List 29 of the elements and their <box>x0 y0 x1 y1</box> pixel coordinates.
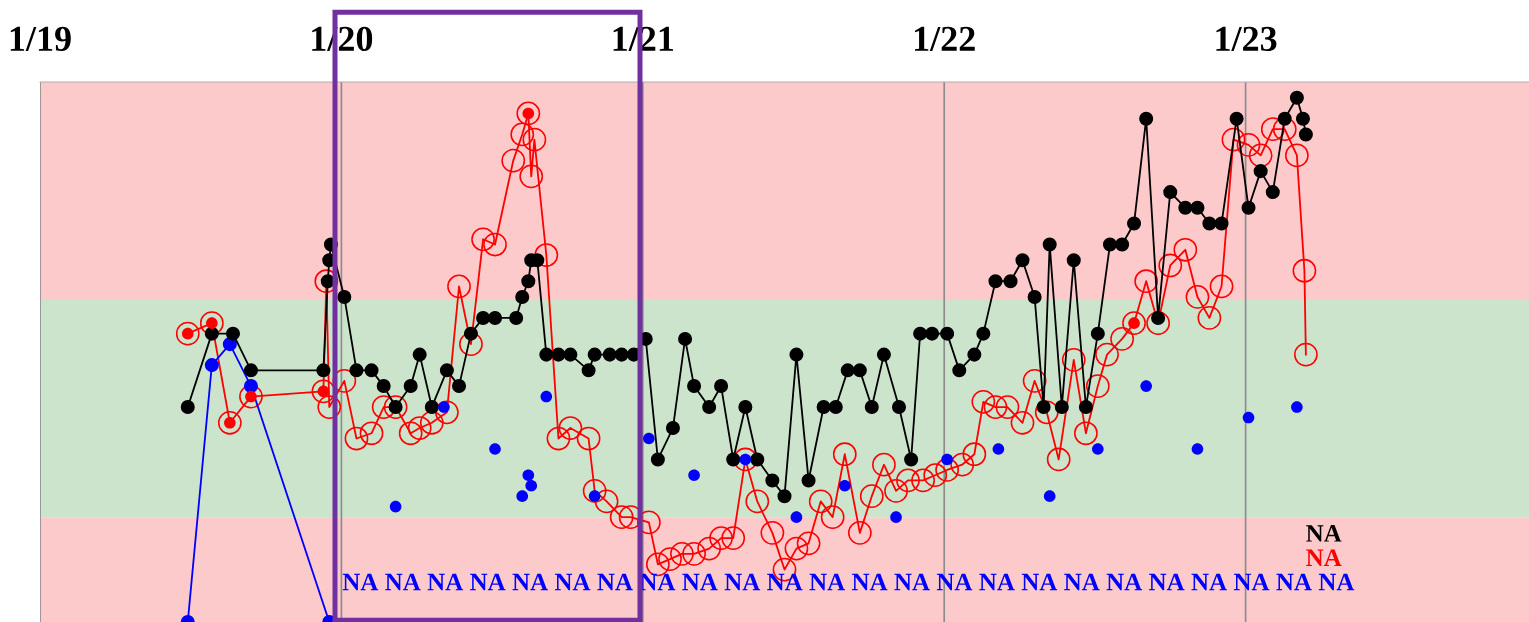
annotation: NA <box>767 573 803 591</box>
annotation: NA <box>894 573 930 591</box>
annotation: NA <box>1318 573 1355 591</box>
annotation: NA <box>385 573 421 591</box>
annotation: NA <box>1149 573 1185 591</box>
annotation: NA <box>427 573 464 591</box>
annotation: NA <box>554 573 591 591</box>
annotation: NA <box>724 573 761 591</box>
annotation: NA <box>1306 549 1342 566</box>
annotation: NA <box>809 573 845 591</box>
annotation: NA <box>1191 573 1227 591</box>
annotation: NA <box>1021 573 1058 591</box>
annotation: NA <box>851 573 888 591</box>
x-tick-label: 1/22 <box>915 26 975 52</box>
annotation: NA <box>979 573 1015 591</box>
annotation: NA <box>342 573 379 591</box>
annotation: NA <box>1064 573 1100 591</box>
annotation: NA <box>1276 573 1312 591</box>
x-tick-label: 1/19 <box>10 26 71 52</box>
annotation: NA <box>1306 525 1342 542</box>
annotation: NA <box>1233 573 1270 591</box>
annotation: NA <box>936 573 973 591</box>
annotation: NA <box>639 573 676 591</box>
annotation: NA <box>470 573 506 591</box>
annotation: NA <box>512 573 548 591</box>
annotation: NA <box>597 573 633 591</box>
annotation: NA <box>1106 573 1143 591</box>
x-tick-label: 1/23 <box>1216 26 1277 52</box>
annotation: NA <box>682 573 718 591</box>
